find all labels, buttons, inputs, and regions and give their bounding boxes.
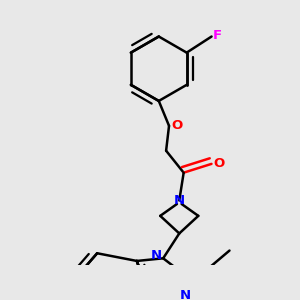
- Text: N: N: [151, 249, 162, 262]
- Text: O: O: [171, 119, 183, 132]
- Text: F: F: [213, 28, 222, 42]
- Text: N: N: [174, 194, 185, 207]
- Text: N: N: [180, 290, 191, 300]
- Text: O: O: [214, 158, 225, 170]
